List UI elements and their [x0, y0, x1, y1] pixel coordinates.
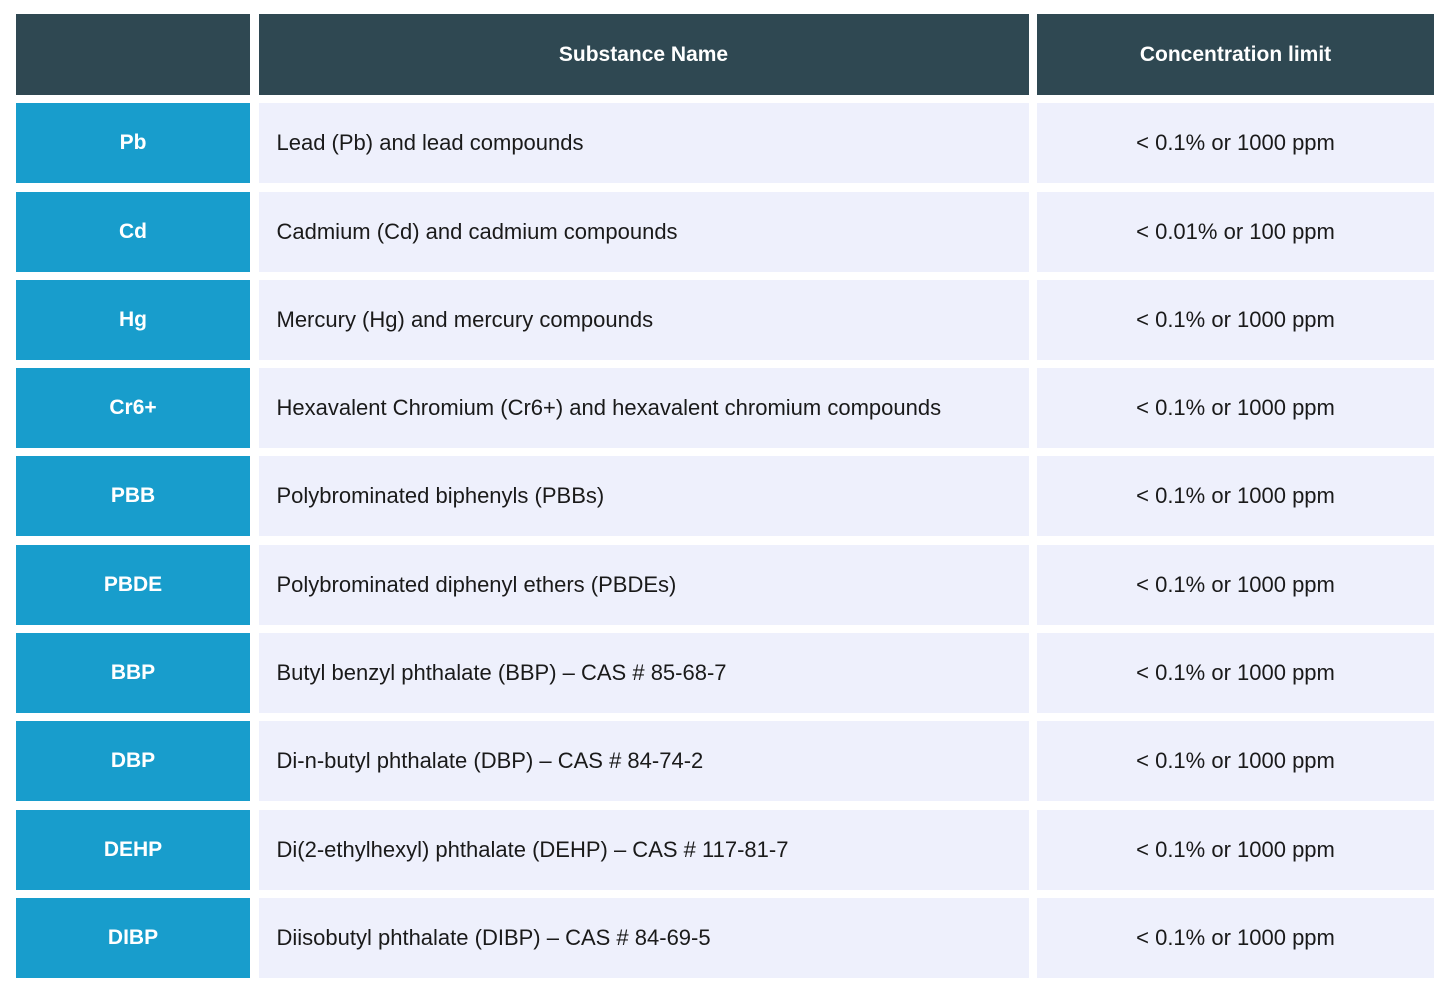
limit-cell: < 0.1% or 1000 ppm: [1037, 809, 1434, 890]
limit-cell: < 0.1% or 1000 ppm: [1037, 279, 1434, 360]
substance-cell: Diisobutyl phthalate (DIBP) – CAS # 84-6…: [258, 897, 1029, 978]
symbol-cell: PBDE: [16, 544, 250, 625]
limit-cell: < 0.1% or 1000 ppm: [1037, 103, 1434, 184]
substance-cell: Mercury (Hg) and mercury compounds: [258, 279, 1029, 360]
symbol-cell: Cr6+: [16, 368, 250, 449]
substance-cell: Cadmium (Cd) and cadmium compounds: [258, 191, 1029, 272]
symbol-cell: DEHP: [16, 809, 250, 890]
limit-cell: < 0.1% or 1000 ppm: [1037, 456, 1434, 537]
symbol-cell: Hg: [16, 279, 250, 360]
header-cell: Substance Name: [258, 14, 1029, 95]
substance-cell: Hexavalent Chromium (Cr6+) and hexavalen…: [258, 368, 1029, 449]
symbol-cell: DIBP: [16, 897, 250, 978]
symbol-cell: PBB: [16, 456, 250, 537]
substance-cell: Di-n-butyl phthalate (DBP) – CAS # 84-74…: [258, 721, 1029, 802]
substance-cell: Lead (Pb) and lead compounds: [258, 103, 1029, 184]
limit-cell: < 0.1% or 1000 ppm: [1037, 633, 1434, 714]
symbol-cell: BBP: [16, 633, 250, 714]
substance-cell: Di(2-ethylhexyl) phthalate (DEHP) – CAS …: [258, 809, 1029, 890]
limit-cell: < 0.1% or 1000 ppm: [1037, 544, 1434, 625]
substance-table: Substance Name Concentration limit Pb Lea…: [16, 14, 1434, 978]
symbol-cell: Pb: [16, 103, 250, 184]
symbol-cell: Cd: [16, 191, 250, 272]
substance-cell: Polybrominated diphenyl ethers (PBDEs): [258, 544, 1029, 625]
limit-cell: < 0.1% or 1000 ppm: [1037, 721, 1434, 802]
header-cell: Concentration limit: [1037, 14, 1434, 95]
header-empty-cell: [16, 14, 250, 95]
limit-cell: < 0.1% or 1000 ppm: [1037, 897, 1434, 978]
limit-cell: < 0.01% or 100 ppm: [1037, 191, 1434, 272]
substance-cell: Butyl benzyl phthalate (BBP) – CAS # 85-…: [258, 633, 1029, 714]
symbol-cell: DBP: [16, 721, 250, 802]
limit-cell: < 0.1% or 1000 ppm: [1037, 368, 1434, 449]
substance-cell: Polybrominated biphenyls (PBBs): [258, 456, 1029, 537]
